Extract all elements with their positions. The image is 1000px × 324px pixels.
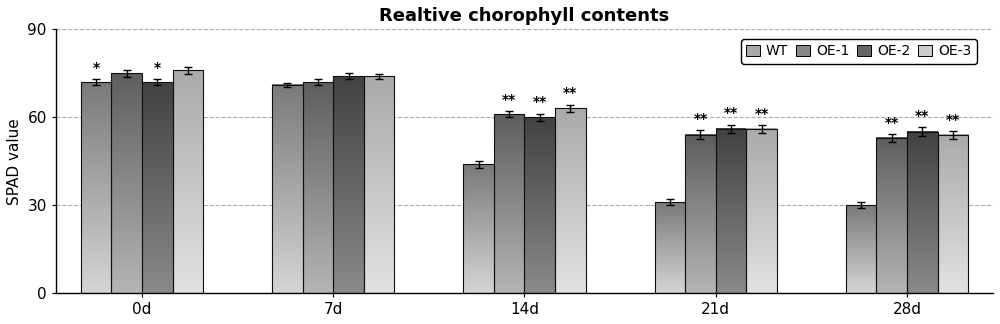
Text: **: **: [946, 112, 960, 127]
Text: **: **: [915, 109, 929, 123]
Bar: [907, 132, 938, 293]
Text: *: *: [154, 61, 161, 75]
Bar: [142, 82, 173, 293]
Bar: [716, 129, 746, 293]
Text: **: **: [502, 93, 516, 107]
Text: **: **: [533, 95, 547, 109]
Title: Realtive chorophyll contents: Realtive chorophyll contents: [379, 7, 670, 25]
Text: *: *: [93, 61, 100, 75]
Bar: [272, 85, 303, 293]
Bar: [846, 205, 876, 293]
Bar: [173, 70, 203, 293]
Bar: [685, 135, 716, 293]
Text: **: **: [724, 106, 738, 120]
Bar: [555, 109, 586, 293]
Legend: WT, OE-1, OE-2, OE-3: WT, OE-1, OE-2, OE-3: [741, 39, 977, 64]
Bar: [303, 82, 333, 293]
Bar: [364, 76, 394, 293]
Bar: [746, 129, 777, 293]
Text: **: **: [563, 87, 578, 100]
Text: **: **: [885, 115, 899, 130]
Bar: [938, 135, 968, 293]
Bar: [111, 73, 142, 293]
Bar: [81, 82, 111, 293]
Bar: [876, 138, 907, 293]
Bar: [655, 202, 685, 293]
Bar: [463, 164, 494, 293]
Bar: [494, 114, 524, 293]
Y-axis label: SPAD value: SPAD value: [7, 118, 22, 204]
Bar: [333, 76, 364, 293]
Text: **: **: [693, 112, 708, 126]
Bar: [524, 117, 555, 293]
Text: **: **: [755, 107, 769, 121]
